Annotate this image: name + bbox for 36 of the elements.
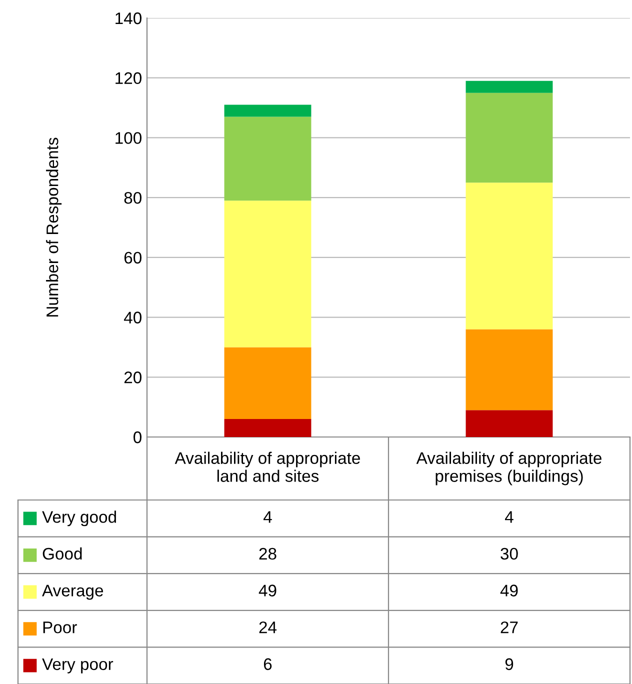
y-tick-label: 100 xyxy=(116,132,142,144)
data-label: 27 xyxy=(500,621,518,634)
data-label: 4 xyxy=(264,511,272,523)
y-tick-label: 20 xyxy=(124,372,142,384)
legend-label: Very poor xyxy=(42,658,114,674)
legend-label: Average xyxy=(42,584,104,600)
data-label: 49 xyxy=(258,584,276,596)
bar xyxy=(224,419,312,437)
y-tick-label: 40 xyxy=(124,312,142,324)
data-label: 28 xyxy=(259,548,276,560)
y-tick-label: 120 xyxy=(116,72,142,84)
y-axis-title: Number of Respondents xyxy=(46,138,62,316)
data-label: 6 xyxy=(264,658,272,670)
x-tick-label: Availability of appropriate land and sites xyxy=(174,452,360,482)
data-label: 24 xyxy=(259,621,277,634)
legend-label: Very good xyxy=(42,510,116,526)
y-tick-label: 0 xyxy=(134,431,142,444)
x-tick-label: Availability of appropriate premises (buildings) xyxy=(416,452,602,486)
bar xyxy=(224,116,312,201)
data-label: 9 xyxy=(505,658,514,670)
y-tick-label: 80 xyxy=(124,192,142,204)
bar xyxy=(466,410,553,437)
bar xyxy=(466,329,553,410)
legend-label: Poor xyxy=(43,622,77,634)
data-label: 30 xyxy=(500,548,518,560)
y-tick-label: 140 xyxy=(116,12,142,24)
bar xyxy=(224,347,312,420)
legend-label: Good xyxy=(42,547,82,560)
bar xyxy=(466,182,553,330)
bar xyxy=(224,104,312,117)
bar xyxy=(466,80,553,93)
data-label: 49 xyxy=(500,584,518,596)
data-label: 4 xyxy=(505,511,514,523)
bar xyxy=(466,92,553,183)
y-tick-label: 60 xyxy=(124,252,142,264)
bar xyxy=(224,200,312,348)
